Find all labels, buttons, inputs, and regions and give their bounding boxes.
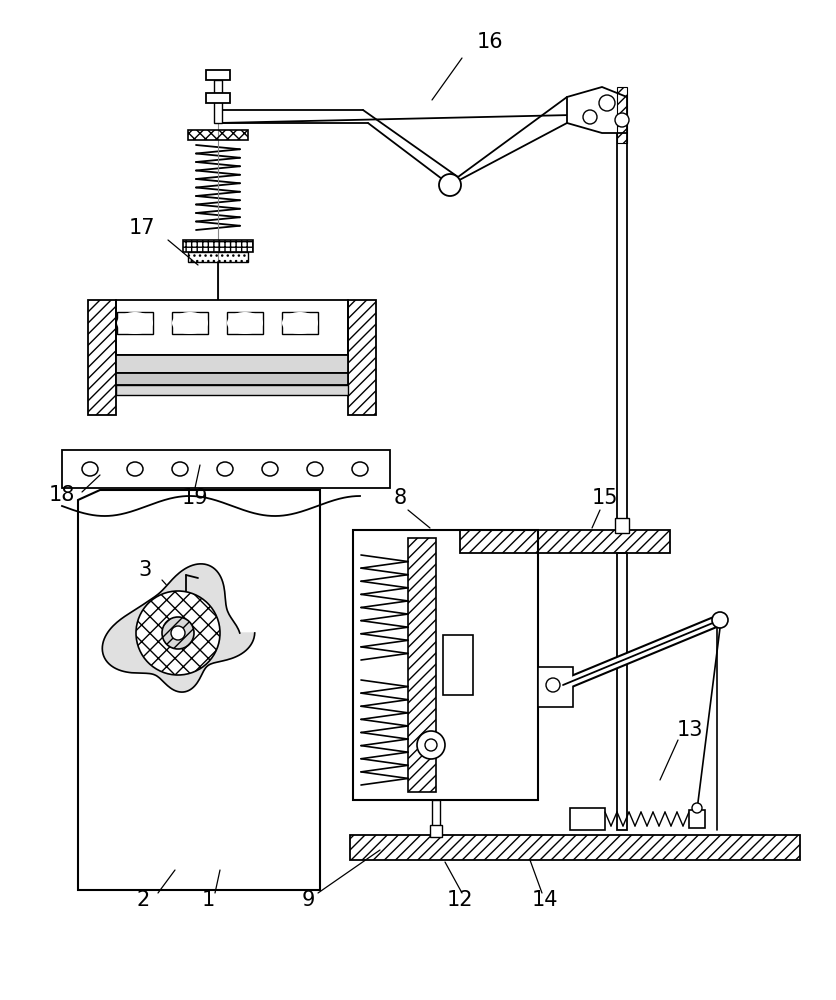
Ellipse shape <box>307 462 323 476</box>
Circle shape <box>416 731 445 759</box>
Circle shape <box>171 626 185 640</box>
Bar <box>206 70 230 80</box>
Ellipse shape <box>171 462 188 476</box>
Polygon shape <box>102 564 254 692</box>
Circle shape <box>135 591 220 675</box>
Bar <box>616 87 626 143</box>
Ellipse shape <box>262 462 278 476</box>
Bar <box>171 312 208 334</box>
Bar <box>88 300 116 415</box>
Bar <box>116 373 348 385</box>
Bar <box>116 385 348 395</box>
Ellipse shape <box>82 462 98 476</box>
Ellipse shape <box>217 462 232 476</box>
Bar <box>188 252 247 262</box>
Ellipse shape <box>227 312 263 334</box>
Circle shape <box>711 612 727 628</box>
Text: 13: 13 <box>676 720 702 740</box>
Bar <box>349 835 799 860</box>
Ellipse shape <box>545 678 559 692</box>
Bar <box>282 312 318 334</box>
Bar <box>538 667 573 707</box>
Bar <box>214 93 222 123</box>
Polygon shape <box>78 490 319 890</box>
Bar <box>614 518 628 533</box>
Polygon shape <box>566 87 626 133</box>
Bar <box>407 538 436 792</box>
Bar <box>616 553 626 830</box>
Ellipse shape <box>117 312 153 334</box>
Bar <box>348 300 375 415</box>
Text: 19: 19 <box>181 488 208 508</box>
Circle shape <box>583 110 596 124</box>
Bar <box>188 130 247 140</box>
Circle shape <box>425 739 436 751</box>
Text: 18: 18 <box>48 485 75 505</box>
Bar <box>117 312 153 334</box>
Bar <box>227 312 263 334</box>
Circle shape <box>614 113 628 127</box>
Text: 9: 9 <box>301 890 314 910</box>
Text: 1: 1 <box>201 890 214 910</box>
Bar <box>569 808 604 830</box>
Bar <box>62 450 390 488</box>
Bar <box>214 80 222 98</box>
Ellipse shape <box>127 462 143 476</box>
Text: 15: 15 <box>591 488 618 508</box>
Text: 17: 17 <box>129 218 155 238</box>
Ellipse shape <box>352 462 368 476</box>
Bar <box>616 100 626 530</box>
Ellipse shape <box>282 312 318 334</box>
Text: 12: 12 <box>446 890 472 910</box>
Circle shape <box>691 803 701 813</box>
Bar <box>430 825 441 837</box>
Text: 3: 3 <box>138 560 151 580</box>
Bar <box>116 300 348 355</box>
Ellipse shape <box>171 312 208 334</box>
Bar <box>183 240 252 252</box>
Bar <box>431 800 440 830</box>
Text: 14: 14 <box>531 890 558 910</box>
Bar <box>688 810 704 828</box>
Text: 16: 16 <box>477 32 502 52</box>
Bar <box>116 355 348 373</box>
Bar <box>206 93 230 103</box>
Circle shape <box>162 617 194 649</box>
Bar <box>460 530 669 553</box>
Text: 2: 2 <box>136 890 150 910</box>
Circle shape <box>438 174 461 196</box>
Text: 8: 8 <box>393 488 406 508</box>
Bar <box>442 635 472 695</box>
Circle shape <box>599 95 614 111</box>
Bar <box>353 530 538 800</box>
